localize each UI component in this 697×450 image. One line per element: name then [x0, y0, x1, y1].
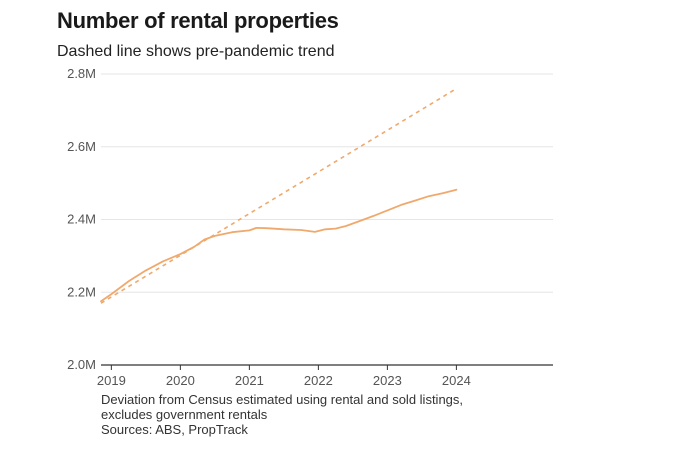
x-tick-label: 2023 — [373, 373, 402, 388]
footnote-line-2: excludes government rentals — [101, 407, 268, 422]
x-tick-label: 2024 — [442, 373, 471, 388]
y-tick-label: 2.6M — [67, 139, 96, 154]
x-tick-label: 2019 — [97, 373, 126, 388]
series-line-pre-pandemic-trend — [100, 87, 457, 304]
series-line-rental-properties — [100, 188, 458, 303]
gridlines — [101, 73, 553, 293]
y-tick-label: 2.0M — [67, 357, 96, 372]
y-tick-label: 2.2M — [67, 284, 96, 299]
x-tick-label: 2022 — [304, 373, 333, 388]
footnote: Deviation from Census estimated using re… — [101, 392, 581, 437]
x-tick-label: 2020 — [166, 373, 195, 388]
x-axis: 2019 2020 2021 2022 2023 2024 — [97, 364, 553, 388]
y-tick-label: 2.8M — [67, 66, 96, 81]
y-tick-label: 2.4M — [67, 212, 96, 227]
series-layer — [100, 87, 458, 304]
footnote-sources: Sources: ABS, PropTrack — [101, 422, 248, 437]
footnote-line-1: Deviation from Census estimated using re… — [101, 392, 464, 407]
chart-title: Number of rental properties — [57, 8, 339, 33]
chart-subtitle: Dashed line shows pre-pandemic trend — [57, 43, 335, 60]
x-tick-label: 2021 — [235, 373, 264, 388]
y-axis-labels: 2.0M 2.2M 2.4M 2.6M 2.8M — [67, 66, 96, 372]
